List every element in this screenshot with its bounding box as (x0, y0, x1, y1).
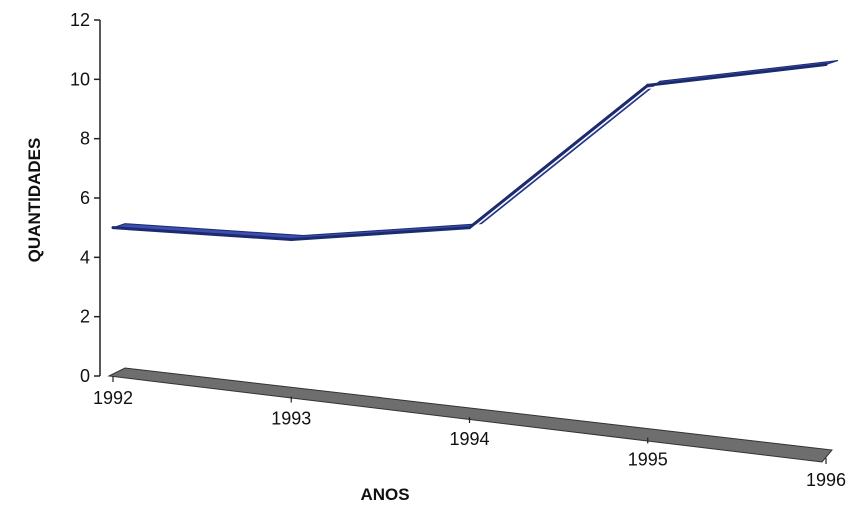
y-tick-label: 0 (80, 366, 90, 386)
y-tick-label: 6 (80, 188, 90, 208)
floor-layer (107, 367, 833, 463)
y-axis-title: QUANTIDADES (25, 138, 44, 263)
y-tick-labels: 0 2 4 6 8 10 12 (70, 10, 100, 386)
y-tick-label: 12 (70, 10, 90, 30)
series-ribbon (112, 60, 839, 241)
data-point (824, 63, 828, 66)
data-point (468, 226, 471, 230)
x-tick-label: 1996 (806, 470, 846, 490)
floor-slab (107, 367, 833, 463)
x-tick-label: 1994 (449, 429, 489, 449)
y-tick-label: 2 (80, 307, 90, 327)
x-axis-title: ANOS (360, 485, 409, 504)
x-tick-label: 1993 (271, 409, 311, 429)
data-point (289, 238, 293, 242)
y-tick-label: 4 (80, 247, 90, 267)
x-tick-labels: 1992 1993 1994 1995 1996 (93, 376, 846, 490)
series-line (112, 63, 827, 242)
x-tick-label: 1992 (93, 388, 133, 408)
series-layer (111, 60, 839, 244)
data-point (646, 83, 650, 87)
series-highlight (112, 66, 827, 244)
y-tick-label: 10 (70, 69, 90, 89)
data-point (111, 226, 115, 230)
y-tick-label: 8 (80, 129, 90, 149)
x-tick-label: 1995 (628, 450, 668, 470)
